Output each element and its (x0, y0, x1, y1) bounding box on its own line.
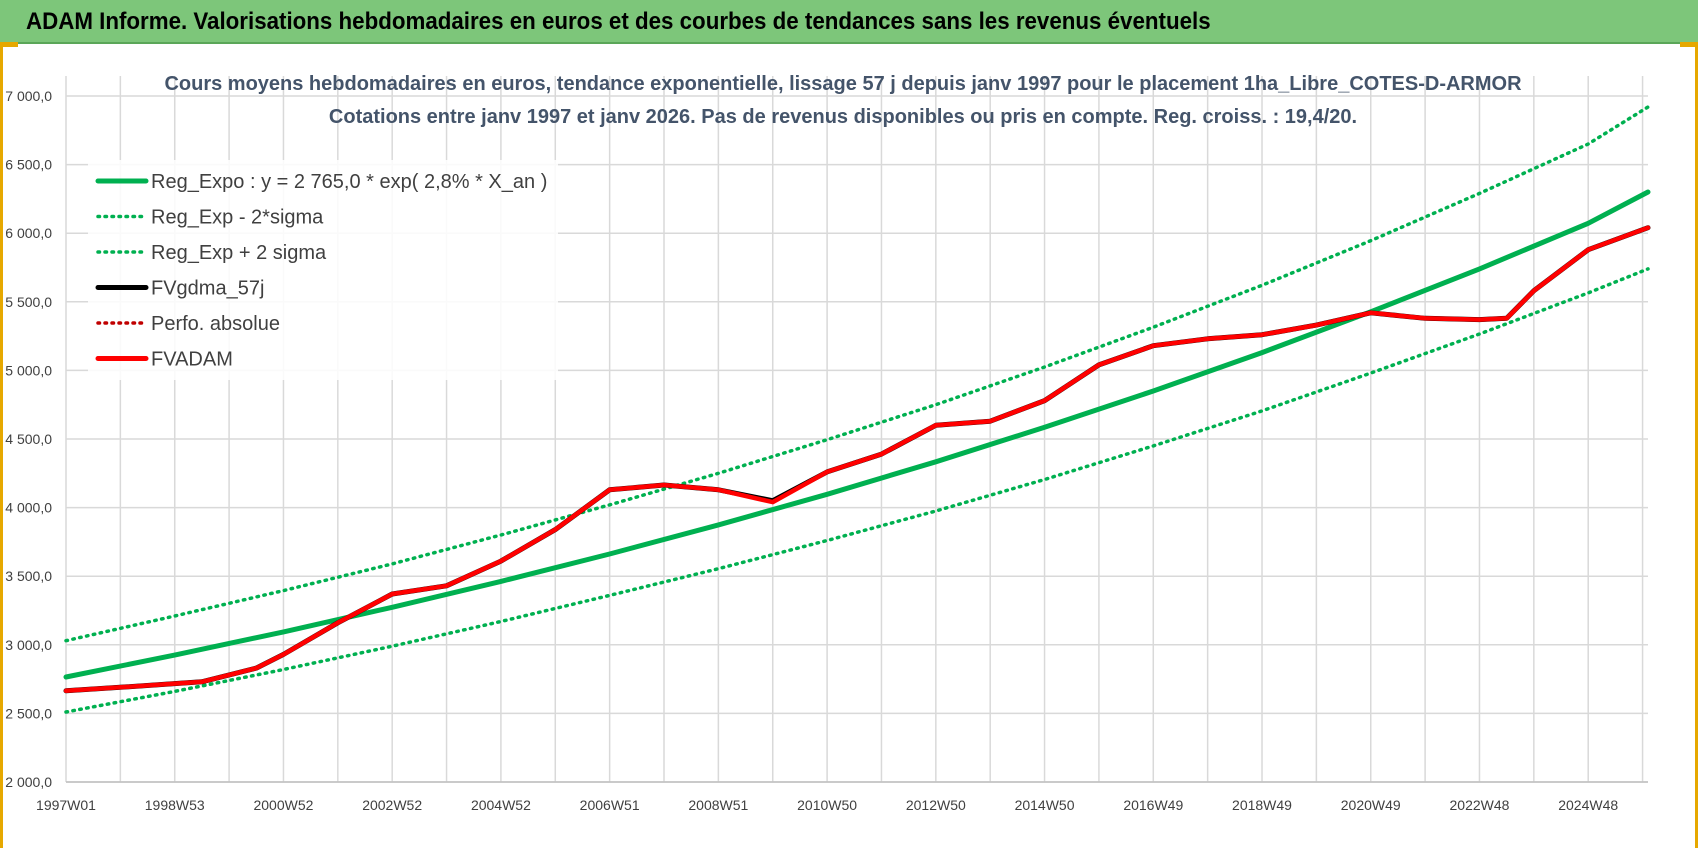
x-tick-label: 2014W50 (1015, 797, 1075, 813)
x-tick-label: 2010W50 (797, 797, 857, 813)
x-tick-label: 2018W49 (1232, 797, 1292, 813)
series-reg-expo (63, 189, 1651, 680)
x-tick-label: 2006W51 (580, 797, 640, 813)
chart-title-line-2: Cotations entre janv 1997 et janv 2026. … (329, 106, 1357, 128)
top-banner: ADAM Informe. Valorisations hebdomadaire… (0, 0, 1698, 44)
x-tick-label: 2000W52 (253, 797, 313, 813)
y-tick-label: 5 000,0 (5, 362, 52, 378)
x-tick-label: 2024W48 (1558, 797, 1618, 813)
tick-labels: 2 000,0 2 500,0 3 000,0 3 500,0 4 000,0 4 500… (5, 88, 1618, 813)
legend: Reg_Expo : y = 2 765,0 * exp( 2,8% * X_a… (88, 160, 558, 380)
x-tick-label: 2012W50 (906, 797, 966, 813)
y-tick-label: 3 500,0 (5, 568, 52, 584)
banner-title: ADAM Informe. Valorisations hebdomadaire… (26, 8, 1211, 35)
y-tick-label: 2 000,0 (5, 774, 52, 790)
chart-title-line-1: Cours moyens hebdomadaires en euros, ten… (164, 73, 1522, 95)
frame-corner-left (0, 42, 18, 47)
series-fvadam (63, 225, 1651, 694)
y-tick-label: 2 500,0 (5, 705, 52, 721)
y-tick-label: 6 500,0 (5, 157, 52, 173)
legend-label: Perfo. absolue (151, 313, 280, 335)
x-tick-label: 1997W01 (36, 797, 96, 813)
x-tick-label: 2016W49 (1123, 797, 1183, 813)
x-tick-label: 2008W51 (688, 797, 748, 813)
series-reg-plus-2sigma (64, 105, 1650, 643)
legend-label: Reg_Exp - 2*sigma (151, 207, 324, 229)
legend-label: FVADAM (151, 349, 233, 371)
y-tick-label: 4 500,0 (5, 431, 52, 447)
chart-frame (0, 44, 1698, 848)
series-reg-minus-2sigma (64, 267, 1650, 714)
x-tick-label: 1998W53 (145, 797, 205, 813)
legend-label: Reg_Expo : y = 2 765,0 * exp( 2,8% * X_a… (151, 171, 547, 193)
y-tick-label: 6 000,0 (5, 225, 52, 241)
y-tick-label: 7 000,0 (5, 88, 52, 104)
x-tick-label: 2020W49 (1341, 797, 1401, 813)
legend-label: Reg_Exp + 2 sigma (151, 242, 327, 264)
frame-corner-right (1680, 42, 1698, 47)
legend-label: FVgdma_57j (151, 278, 264, 300)
y-tick-label: 5 500,0 (5, 294, 52, 310)
y-tick-label: 4 000,0 (5, 500, 52, 516)
series-layer (63, 105, 1651, 714)
x-tick-label: 2004W52 (471, 797, 531, 813)
y-tick-label: 3 000,0 (5, 637, 52, 653)
x-tick-label: 2022W48 (1450, 797, 1510, 813)
legend-background (88, 160, 558, 380)
x-tick-label: 2002W52 (362, 797, 422, 813)
